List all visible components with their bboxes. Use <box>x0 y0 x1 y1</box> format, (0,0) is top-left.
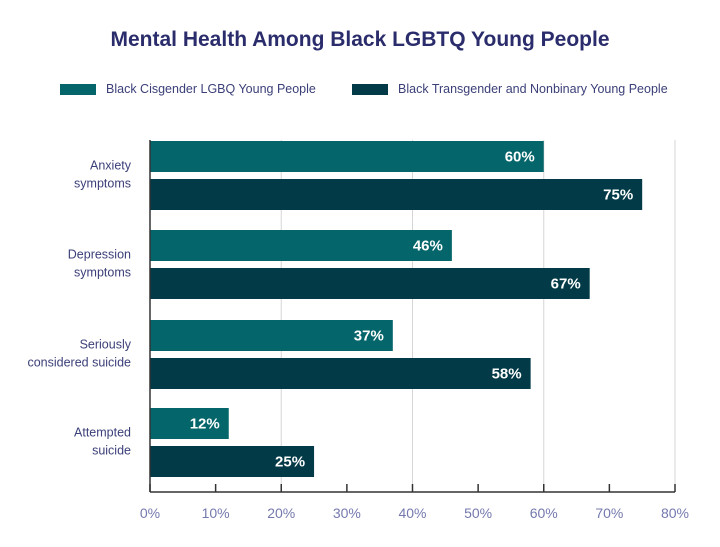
x-tick-label: 80% <box>661 505 689 521</box>
x-tick-label: 70% <box>595 505 623 521</box>
bar <box>150 408 229 439</box>
x-tick-label: 60% <box>530 505 558 521</box>
category-label: Depression <box>68 248 131 262</box>
category-label: suicide <box>92 444 131 458</box>
data-label: 75% <box>603 187 633 204</box>
x-tick-label: 30% <box>333 505 361 521</box>
category-label: Seriously <box>80 338 132 352</box>
legend-label: Black Transgender and Nonbinary Young Pe… <box>398 82 668 96</box>
bar <box>150 446 315 477</box>
bar <box>150 320 393 351</box>
bar <box>150 358 531 389</box>
bar <box>150 230 452 261</box>
x-tick-label: 50% <box>464 505 492 521</box>
category-label: considered suicide <box>27 356 131 370</box>
chart-title: Mental Health Among Black LGBTQ Young Pe… <box>110 28 610 51</box>
data-label: 46% <box>413 238 443 255</box>
x-tick-label: 10% <box>202 505 230 521</box>
data-label: 37% <box>354 328 384 345</box>
category-label: symptoms <box>74 177 131 191</box>
data-label: 58% <box>492 366 522 383</box>
x-tick-label: 20% <box>267 505 295 521</box>
legend-item-cisgender: Black Cisgender LGBQ Young People <box>60 82 316 96</box>
x-tick-label: 0% <box>140 505 160 521</box>
bar <box>150 179 643 210</box>
category-label: Anxiety <box>90 159 132 173</box>
legend-swatch <box>60 83 96 95</box>
bar <box>150 268 590 299</box>
bar <box>150 141 544 172</box>
legend-swatch <box>352 83 388 95</box>
category-label: Attempted <box>74 426 131 440</box>
data-label: 25% <box>275 454 305 471</box>
data-label: 67% <box>551 276 581 293</box>
legend-item-transgender: Black Transgender and Nonbinary Young Pe… <box>352 82 668 96</box>
category-label: symptoms <box>74 266 131 280</box>
data-label: 12% <box>190 416 220 433</box>
legend-label: Black Cisgender LGBQ Young People <box>106 82 316 96</box>
x-tick-label: 40% <box>398 505 426 521</box>
data-label: 60% <box>505 149 535 166</box>
